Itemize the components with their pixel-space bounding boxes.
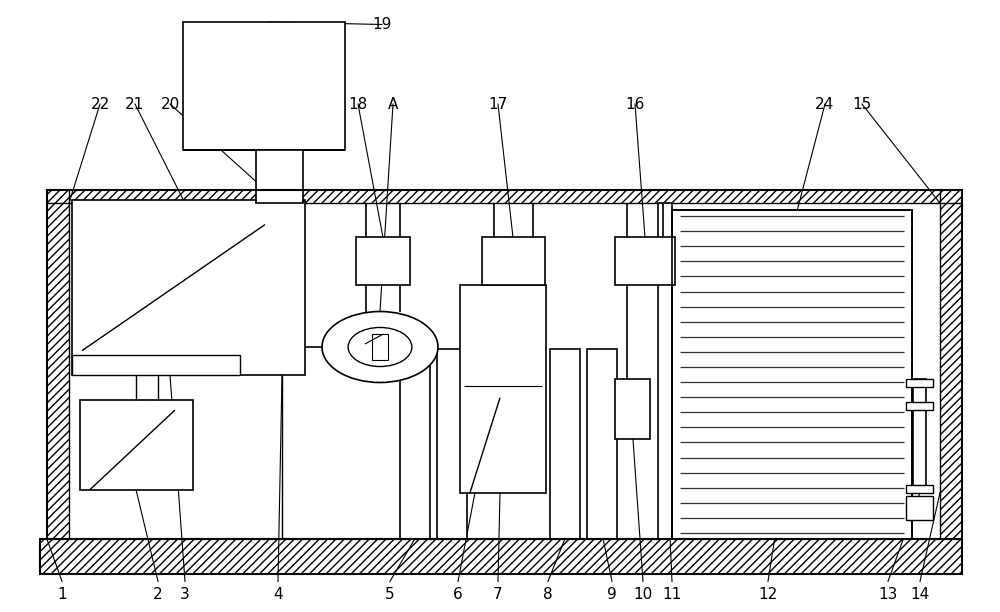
- Bar: [672, 210, 912, 539]
- Bar: [658, 203, 672, 539]
- Text: A: A: [388, 97, 398, 111]
- Text: 16: 16: [625, 97, 645, 111]
- Bar: [460, 285, 546, 493]
- Text: 12: 12: [758, 588, 778, 602]
- Bar: [400, 349, 430, 539]
- Text: 8: 8: [543, 588, 553, 602]
- Bar: [913, 379, 926, 493]
- Bar: [72, 200, 305, 375]
- Bar: [47, 190, 962, 203]
- Bar: [47, 190, 69, 539]
- Circle shape: [322, 312, 438, 382]
- Bar: [72, 355, 240, 375]
- Bar: [40, 539, 962, 574]
- Text: 5: 5: [385, 588, 395, 602]
- Text: 22: 22: [90, 97, 110, 111]
- Text: 10: 10: [633, 588, 653, 602]
- Text: 11: 11: [662, 588, 682, 602]
- Bar: [615, 379, 650, 439]
- Text: 6: 6: [453, 588, 463, 602]
- Bar: [615, 237, 675, 285]
- Bar: [672, 210, 912, 539]
- Text: 3: 3: [180, 588, 190, 602]
- Bar: [437, 349, 467, 539]
- Bar: [482, 237, 545, 285]
- Bar: [940, 190, 962, 539]
- Bar: [906, 496, 933, 520]
- Bar: [372, 334, 388, 360]
- Text: 20: 20: [160, 97, 180, 111]
- Text: 15: 15: [852, 97, 872, 111]
- Bar: [47, 190, 962, 539]
- Bar: [80, 400, 193, 490]
- Text: 18: 18: [348, 97, 368, 111]
- Text: 24: 24: [815, 97, 835, 111]
- Bar: [183, 22, 345, 150]
- Text: 2: 2: [153, 588, 163, 602]
- Bar: [587, 349, 617, 539]
- Text: 1: 1: [57, 588, 67, 602]
- Bar: [906, 402, 933, 410]
- Text: 4: 4: [273, 588, 283, 602]
- Text: 9: 9: [607, 588, 617, 602]
- Bar: [550, 349, 580, 539]
- Text: 14: 14: [910, 588, 930, 602]
- Text: 13: 13: [878, 588, 898, 602]
- Bar: [906, 379, 933, 387]
- Bar: [356, 237, 410, 285]
- Text: 21: 21: [125, 97, 145, 111]
- Circle shape: [348, 327, 412, 367]
- Bar: [906, 485, 933, 493]
- Text: 19: 19: [372, 17, 392, 32]
- Text: 7: 7: [493, 588, 503, 602]
- Polygon shape: [183, 150, 345, 203]
- Text: 17: 17: [488, 97, 508, 111]
